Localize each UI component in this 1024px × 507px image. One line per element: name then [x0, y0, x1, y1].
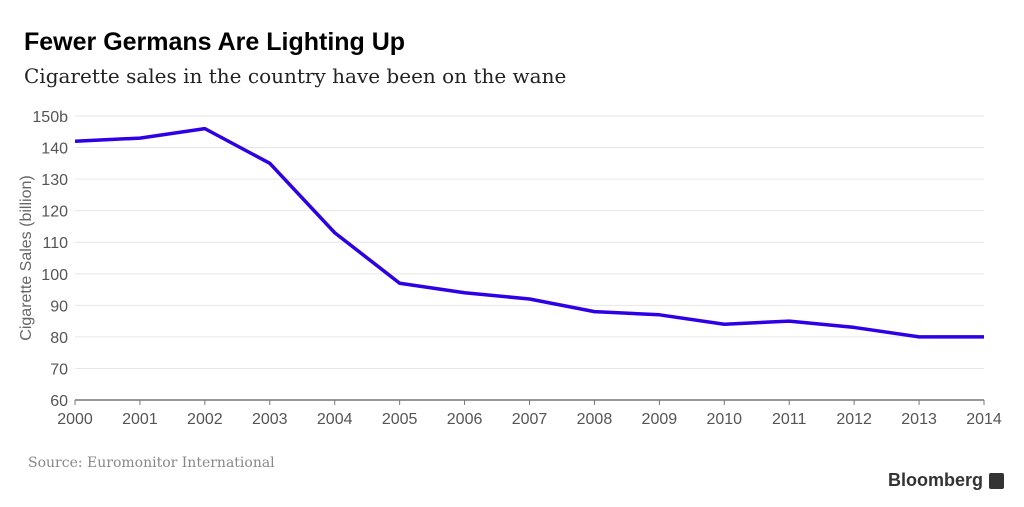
y-tick-label: 100 — [41, 267, 68, 284]
y-tick-label: 130 — [41, 172, 68, 189]
x-tick-label: 2009 — [642, 411, 678, 428]
x-tick-label: 2004 — [317, 411, 353, 428]
x-tick-label: 2013 — [901, 411, 937, 428]
x-tick-label: 2007 — [512, 411, 548, 428]
brand-name: Bloomberg — [887, 470, 983, 490]
y-tick-label: 60 — [50, 393, 68, 410]
y-tick-label: 140 — [41, 141, 68, 158]
chart-title: Fewer Germans Are Lighting Up — [24, 28, 406, 56]
x-tick-label: 2011 — [772, 411, 807, 428]
bloomberg-mark-icon — [989, 472, 1004, 489]
y-tick-label: 150b — [32, 109, 68, 126]
x-tick-label: 2000 — [57, 411, 93, 428]
y-tick-label: 110 — [42, 235, 68, 252]
source-note: Source: Euromonitor International — [28, 455, 275, 471]
x-tick-label: 2014 — [966, 411, 1002, 428]
y-tick-label: 80 — [50, 330, 68, 347]
chart-subtitle: Cigarette sales in the country have been… — [24, 64, 567, 88]
x-tick-label: 2002 — [187, 411, 223, 428]
y-tick-label: 70 — [50, 361, 68, 378]
x-tick-label: 2005 — [382, 411, 418, 428]
x-tick-label: 2001 — [122, 411, 158, 428]
y-axis-label: Cigarette Sales (billion) — [18, 175, 35, 340]
bloomberg-logo: Bloomberg — [888, 470, 1004, 491]
y-tick-label: 90 — [50, 298, 68, 315]
x-tick-label: 2012 — [836, 411, 872, 428]
x-tick-label: 2006 — [447, 411, 483, 428]
y-tick-label: 120 — [41, 204, 68, 221]
x-tick-label: 2003 — [252, 411, 288, 428]
x-tick-label: 2010 — [706, 411, 742, 428]
x-tick-label: 2008 — [577, 411, 613, 428]
